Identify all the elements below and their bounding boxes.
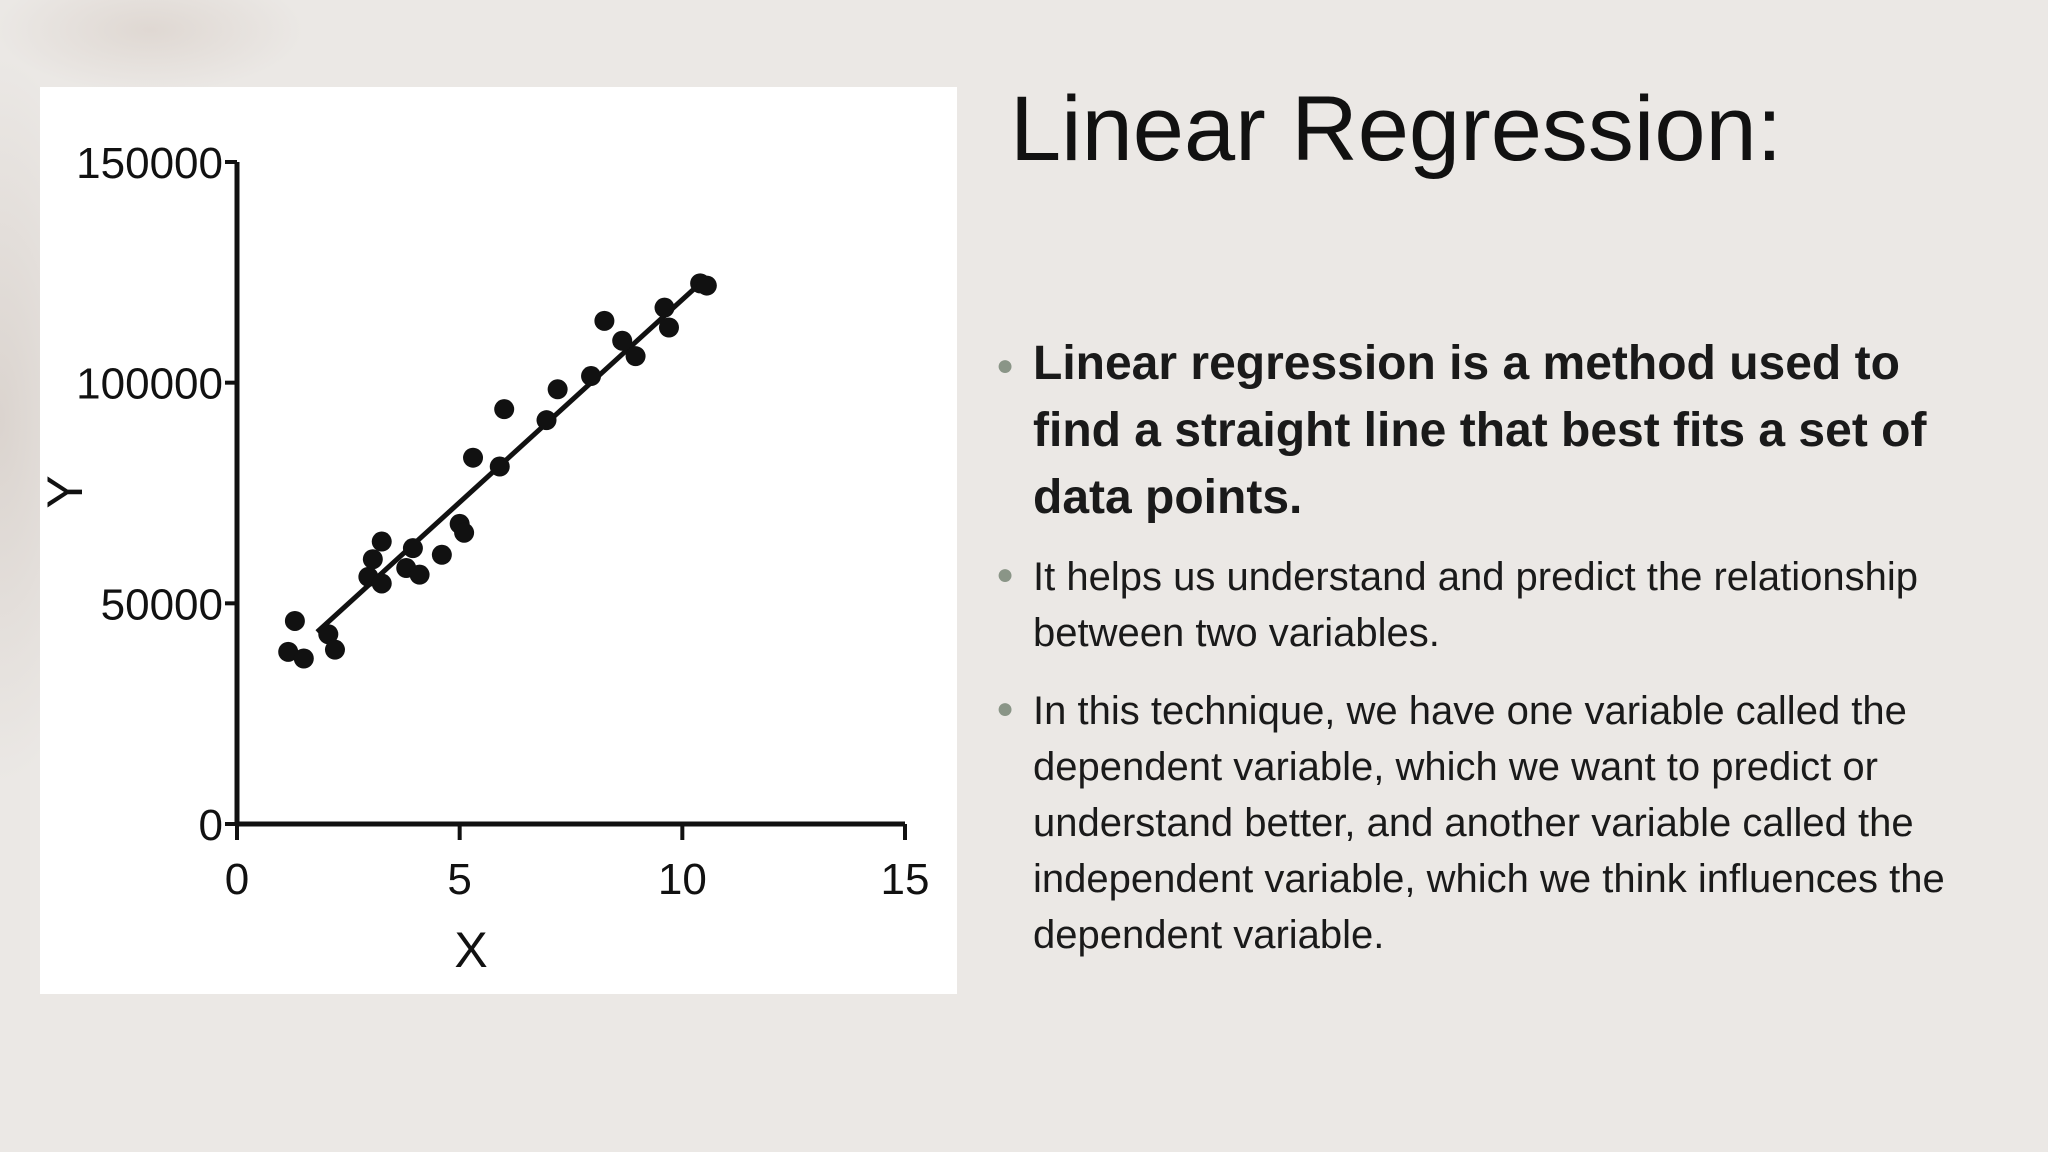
data-point — [371, 531, 392, 552]
data-point — [625, 346, 646, 367]
data-point — [654, 297, 675, 318]
data-point — [547, 379, 568, 400]
data-point — [402, 538, 423, 559]
x-tick-label: 0 — [225, 855, 249, 904]
data-point — [658, 317, 679, 338]
bullet-item: ● In this technique, we have one variabl… — [996, 683, 1996, 963]
x-tick-label: 5 — [447, 855, 471, 904]
y-tick-label: 150000 — [76, 139, 223, 188]
bullet-item: ● It helps us understand and predict the… — [996, 549, 1996, 661]
bullet-dot-icon: ● — [996, 558, 1015, 591]
data-point — [454, 522, 475, 543]
scatter-plot-panel: 0 5 10 15 0 50000 100000 150000 X Y — [40, 87, 957, 994]
slide-title: Linear Regression: — [1010, 78, 1783, 180]
y-axis-title: Y — [40, 475, 93, 508]
data-point — [581, 366, 602, 387]
x-axis-title: X — [454, 922, 487, 978]
bullet-item: ● Linear regression is a method used to … — [996, 330, 1996, 531]
data-point — [362, 549, 383, 570]
data-point — [494, 399, 515, 420]
data-point — [489, 456, 510, 477]
bullet-dot-icon: ● — [996, 692, 1015, 725]
data-point — [431, 544, 452, 565]
bullet-list: ● Linear regression is a method used to … — [996, 330, 1996, 985]
data-point — [696, 275, 717, 296]
data-point — [409, 564, 430, 585]
data-point — [612, 330, 633, 351]
data-point — [371, 573, 392, 594]
data-point — [278, 641, 299, 662]
y-tick-label: 0 — [199, 801, 223, 850]
x-tick-label: 15 — [881, 855, 930, 904]
data-point — [293, 648, 314, 669]
data-point — [318, 624, 339, 645]
bullet-text: Linear regression is a method used to fi… — [1033, 337, 1927, 524]
bullet-text: In this technique, we have one variable … — [1033, 689, 1945, 957]
data-point — [324, 639, 345, 660]
data-point — [536, 410, 557, 431]
bullet-dot-icon: ● — [996, 349, 1015, 382]
scatter-plot: 0 5 10 15 0 50000 100000 150000 X Y — [40, 139, 930, 978]
data-point — [463, 447, 484, 468]
y-tick-label: 100000 — [76, 360, 223, 409]
bullet-text: It helps us understand and predict the r… — [1033, 555, 1919, 655]
data-point — [594, 310, 615, 331]
x-tick-label: 10 — [658, 855, 707, 904]
y-tick-label: 50000 — [101, 580, 223, 629]
data-point — [284, 610, 305, 631]
